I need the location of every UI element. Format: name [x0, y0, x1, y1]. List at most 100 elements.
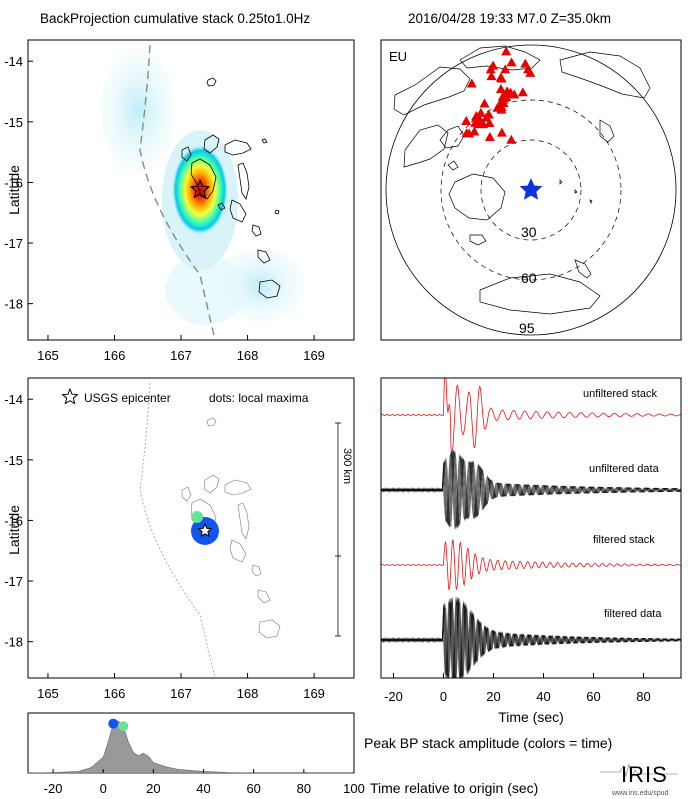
trace-label: filtered data	[604, 608, 662, 620]
station-triangle-icon	[471, 111, 482, 121]
ring-label: 60	[521, 270, 537, 286]
station-triangle-icon	[498, 97, 509, 107]
energy-halo	[100, 48, 176, 172]
y-tick-label: -17	[4, 236, 23, 251]
x-tick-label: 80	[297, 781, 311, 796]
station-triangle-icon	[498, 93, 509, 103]
y-tick-label: -16	[4, 513, 23, 528]
x-axis-label: Time relative to origin (sec)	[370, 780, 538, 796]
left-figure-title: BackProjection cumulative stack 0.25to1.…	[40, 11, 311, 26]
station-triangle-icon	[470, 117, 481, 127]
distance-ring	[480, 139, 582, 241]
x-tick-label: 165	[37, 348, 59, 363]
network-label: EU	[389, 49, 407, 64]
station-triangle-icon	[523, 64, 534, 74]
axis-ticks: 165 166 167 168 169 -14 -15 -16 -17 -18	[4, 392, 325, 701]
station-triangle-icon	[486, 71, 497, 81]
event-star-icon	[519, 178, 543, 200]
y-axis-label: Latitude	[6, 505, 22, 555]
station-triangle-icon	[506, 57, 517, 67]
trace-label: unfiltered data	[589, 463, 660, 475]
distance-ring	[440, 99, 622, 281]
scale-bar-label: 300 km	[341, 448, 353, 484]
station-triangle-icon	[475, 115, 486, 125]
axis-ticks: -20 0 20 40 60 80 100	[44, 769, 365, 796]
data-trace	[381, 596, 681, 678]
station-triangle-icon	[483, 109, 494, 119]
stack-trace	[381, 378, 681, 454]
station-map-panel: EU 30 60 95	[380, 39, 682, 341]
trench-line	[215, 339, 216, 340]
x-tick-label: 168	[237, 348, 259, 363]
x-tick-label: 60	[246, 781, 260, 796]
station-triangle-icon	[475, 107, 486, 117]
y-tick-label: -15	[4, 115, 23, 130]
legend-dots-label: dots: local maxima	[209, 391, 309, 405]
x-tick-label: -20	[384, 689, 403, 704]
energy-hotspot	[172, 145, 228, 235]
station-triangle-icon	[495, 72, 506, 82]
iris-logo: IRIS www.iris.edu/spud	[600, 762, 678, 797]
epicenter-star-icon	[189, 178, 211, 199]
logo-url: www.iris.edu/spud	[611, 790, 669, 797]
chart-title: Peak BP stack amplitude (colors = time)	[364, 735, 612, 751]
station-triangle-icon	[509, 89, 520, 99]
peak-amplitude-panel: -20 0 20 40 60 80 100 Peak BP stack amplitude …	[27, 712, 612, 796]
x-tick-label: 0	[100, 781, 107, 796]
axis-ticks: -20 0 20 40 60 80	[384, 673, 651, 704]
energy-halo	[165, 255, 245, 325]
x-tick-label: 167	[170, 348, 192, 363]
station-triangle-icon	[495, 84, 506, 94]
x-tick-label: 40	[536, 689, 550, 704]
legend-star-icon	[61, 387, 79, 405]
local-maximum-dot	[191, 511, 203, 523]
island-outlines	[181, 77, 281, 299]
time-markers	[108, 718, 129, 732]
plot-frame	[380, 377, 682, 679]
station-triangle-icon	[506, 134, 517, 144]
x-tick-label: 20	[486, 689, 500, 704]
station-triangle-icon	[517, 87, 528, 97]
trace-label: unfiltered stack	[583, 388, 657, 400]
station-triangle-icon	[479, 98, 490, 108]
coastlines	[393, 45, 651, 315]
waveform-panel: unfiltered stack unfiltered data filtere…	[380, 377, 682, 725]
x-tick-label: 20	[146, 781, 160, 796]
stack-trace	[381, 539, 681, 591]
data-trace	[381, 453, 681, 530]
station-triangle-icon	[484, 131, 495, 141]
y-tick-label: -18	[4, 297, 23, 312]
station-triangle-icon	[496, 127, 507, 137]
y-axis-label: Latitude	[6, 165, 22, 215]
x-tick-label: 60	[586, 689, 600, 704]
x-axis-label: Time (sec)	[498, 709, 564, 725]
station-triangle-icon	[469, 126, 480, 136]
x-tick-label: 0	[440, 689, 447, 704]
plot-frame	[380, 39, 682, 341]
x-tick-label: 165	[37, 686, 59, 701]
trace-label: filtered stack	[593, 534, 655, 546]
x-tick-label: 40	[196, 781, 210, 796]
trench-line	[139, 44, 216, 340]
x-tick-label: 167	[170, 686, 192, 701]
data-trace	[381, 598, 681, 678]
local-maxima-panel: USGS epicenter dots: local maxima 300 km…	[4, 377, 355, 701]
y-tick-label: -14	[4, 392, 23, 407]
logo-text: IRIS	[621, 762, 668, 787]
time-marker-dot	[118, 721, 129, 732]
x-tick-label: 80	[636, 689, 650, 704]
y-tick-label: -17	[4, 574, 23, 589]
plot-frame	[27, 712, 355, 774]
x-tick-label: 169	[303, 348, 325, 363]
station-triangle-icon	[500, 64, 511, 74]
data-trace	[381, 597, 681, 678]
station-triangle-icon	[464, 128, 475, 138]
x-tick-label: 166	[104, 686, 126, 701]
amplitude-area	[27, 720, 354, 774]
legend-epicenter-label: USGS epicenter	[84, 391, 171, 405]
station-triangle-icon	[492, 102, 503, 112]
time-marker-dot	[108, 718, 119, 729]
trench-line	[139, 382, 216, 678]
x-tick-label: -20	[44, 781, 63, 796]
